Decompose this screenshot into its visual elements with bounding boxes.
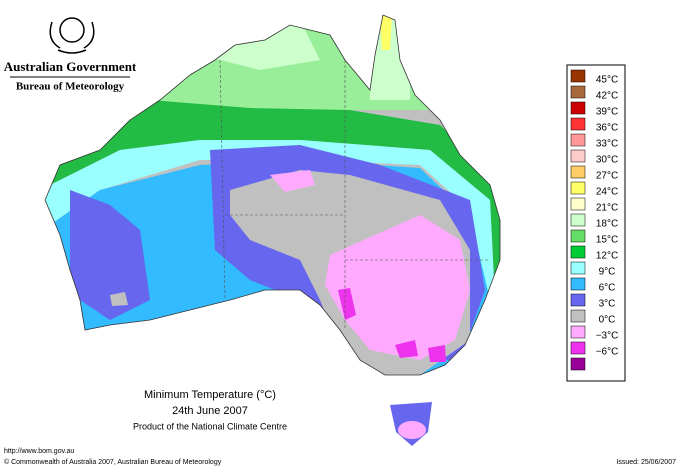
tasmania	[390, 402, 432, 446]
legend-label: 30°C	[596, 155, 618, 166]
legend-swatch	[570, 181, 586, 195]
legend-label: 45°C	[596, 75, 618, 86]
legend-swatch	[570, 149, 586, 163]
legend-label: 42°C	[596, 91, 618, 102]
state-borders	[219, 59, 490, 330]
crest	[49, 17, 95, 54]
legend-label: 9°C	[599, 267, 616, 278]
legend-label: 6°C	[599, 283, 616, 294]
legend-swatch	[570, 341, 586, 355]
footer-url: http://www.bom.gov.au	[4, 448, 74, 455]
legend-swatch	[570, 165, 586, 179]
legend-swatch	[570, 117, 586, 131]
legend-label: 12°C	[596, 251, 618, 262]
legend-swatch	[570, 293, 586, 307]
legend-label: −6°C	[596, 347, 619, 358]
caption-source: Product of the National Climate Centre	[133, 421, 287, 431]
org-title: Australian Government	[4, 59, 137, 74]
legend-swatch	[570, 85, 586, 99]
caption-date: 24th June 2007	[172, 405, 248, 417]
legend-label: 24°C	[596, 187, 618, 198]
legend-swatch	[570, 197, 586, 211]
legend-swatch	[570, 357, 586, 371]
coastline	[44, 14, 501, 376]
legend-label: −3°C	[596, 331, 619, 342]
legend-swatch	[570, 69, 586, 83]
legend-swatch	[570, 133, 586, 147]
legend-swatch	[570, 309, 586, 323]
legend-swatch	[570, 261, 586, 275]
legend-label: 15°C	[596, 235, 618, 246]
footer-copyright: © Commonwealth of Australia 2007, Austra…	[4, 458, 222, 466]
legend-swatch	[570, 229, 586, 243]
legend-label: 33°C	[596, 139, 618, 150]
legend-label: 18°C	[596, 219, 618, 230]
legend-swatch	[570, 213, 586, 227]
legend-label: 27°C	[596, 171, 618, 182]
legend-label: 3°C	[599, 299, 616, 310]
legend-label: 36°C	[596, 123, 618, 134]
legend-swatch	[570, 245, 586, 259]
legend-label: 21°C	[596, 203, 618, 214]
legend-swatch	[570, 277, 586, 291]
legend-swatch	[570, 325, 586, 339]
legend-label: 39°C	[596, 107, 618, 118]
footer-issued: Issued: 25/06/2007	[616, 459, 676, 466]
caption-title: Minimum Temperature (°C)	[144, 389, 276, 401]
org-subtitle: Bureau of Meteorology	[16, 81, 125, 93]
legend-label: 0°C	[599, 315, 616, 326]
legend: 45°C 42°C 39°C 36°C 33°C 30°C 27°C 24°C 21°C 18°C…	[566, 64, 626, 382]
legend-swatch	[570, 101, 586, 115]
